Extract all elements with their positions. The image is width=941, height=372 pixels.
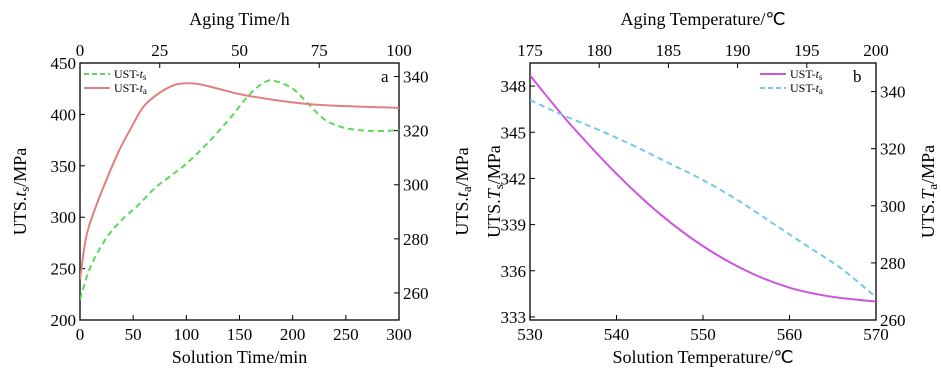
x-bottom-axis-title: Solution Temperature/℃ (612, 347, 793, 367)
y-right-tick-label: 260 (403, 284, 429, 303)
y-right-tick-label: 300 (880, 197, 906, 216)
y-left-tick-label: 345 (501, 123, 527, 142)
plot-frame (79, 62, 400, 321)
x-top-tick-label: 180 (586, 41, 612, 60)
series-line-a (530, 99, 876, 298)
x-top-tick-label: 200 (863, 41, 889, 60)
x-bottom-tick-label: 250 (333, 325, 359, 344)
series-line-s (80, 79, 399, 300)
y-left-tick-label: 339 (501, 216, 527, 235)
legend-entry: UST-ta (790, 81, 823, 96)
y-right-tick-label: 280 (403, 230, 429, 249)
y-right-tick-label: 280 (880, 254, 906, 273)
x-bottom-tick-label: 560 (777, 325, 803, 344)
y-right-tick-label: 340 (403, 68, 429, 87)
x-bottom-tick-label: 570 (863, 325, 889, 344)
x-top-axis-title: Aging Time/h (189, 9, 290, 29)
panel-letter: b (853, 67, 862, 86)
y-left-tick-label: 400 (51, 105, 77, 124)
series-line-s (530, 74, 876, 303)
y-right-axis-title: UTS.ta/MPa (452, 147, 474, 235)
y-left-axis-title: UTS.Ts/MPa (484, 145, 506, 238)
x-top-tick-label: 190 (725, 41, 751, 60)
y-left-tick-label: 336 (501, 262, 527, 281)
y-right-tick-label: 320 (880, 140, 906, 159)
chart-panel-a: 0 50 100 150 200 250 300 0 25 50 75 100 200 250 300 350… (10, 9, 474, 367)
y-left-tick-label: 333 (501, 308, 527, 327)
x-top-tick-label: 195 (794, 41, 820, 60)
series-line-a (80, 82, 399, 280)
x-top-axis-title: Aging Temperature/℃ (620, 9, 785, 29)
y-right-axis-title: UTS.Ta/MPa (918, 145, 940, 238)
x-top-tick-label: 175 (517, 41, 543, 60)
x-bottom-tick-label: 50 (125, 325, 142, 344)
x-bottom-tick-label: 300 (386, 325, 412, 344)
x-top-tick-label: 75 (311, 41, 328, 60)
y-left-axis-title: UTS.ts/MPa (10, 148, 32, 236)
legend-entry: UST-ts (114, 67, 147, 82)
plot-frame (529, 62, 877, 321)
x-bottom-tick-label: 150 (227, 325, 253, 344)
y-right-tick-label: 340 (880, 83, 906, 102)
x-bottom-tick-label: 540 (604, 325, 630, 344)
legend-entry: UST-ts (790, 67, 823, 82)
y-right-tick-label: 300 (403, 176, 429, 195)
x-bottom-tick-label: 100 (174, 325, 200, 344)
y-left-tick-label: 350 (51, 157, 77, 176)
x-top-tick-label: 0 (76, 41, 85, 60)
y-left-tick-label: 300 (51, 208, 77, 227)
y-right-tick-label: 260 (880, 311, 906, 330)
y-left-tick-label: 342 (501, 169, 527, 188)
panel-letter: a (381, 67, 389, 86)
x-bottom-tick-label: 550 (690, 325, 716, 344)
x-bottom-tick-label: 530 (517, 325, 543, 344)
x-top-tick-label: 50 (231, 41, 248, 60)
x-bottom-tick-label: 200 (280, 325, 306, 344)
y-left-tick-label: 450 (51, 54, 77, 73)
x-top-tick-label: 185 (656, 41, 682, 60)
x-bottom-axis-title: Solution Time/min (172, 347, 308, 367)
x-top-tick-label: 25 (151, 41, 168, 60)
chart-panel-b: 530 540 550 560 570 175 180 185 190 195 200 333 336 3… (484, 9, 940, 367)
x-bottom-tick-label: 0 (76, 325, 85, 344)
legend-entry: UST-ta (114, 81, 147, 96)
y-right-tick-label: 320 (403, 122, 429, 141)
y-left-tick-label: 200 (51, 311, 77, 330)
y-left-tick-label: 250 (51, 260, 77, 279)
y-left-tick-label: 348 (501, 77, 527, 96)
x-top-tick-label: 100 (386, 41, 412, 60)
